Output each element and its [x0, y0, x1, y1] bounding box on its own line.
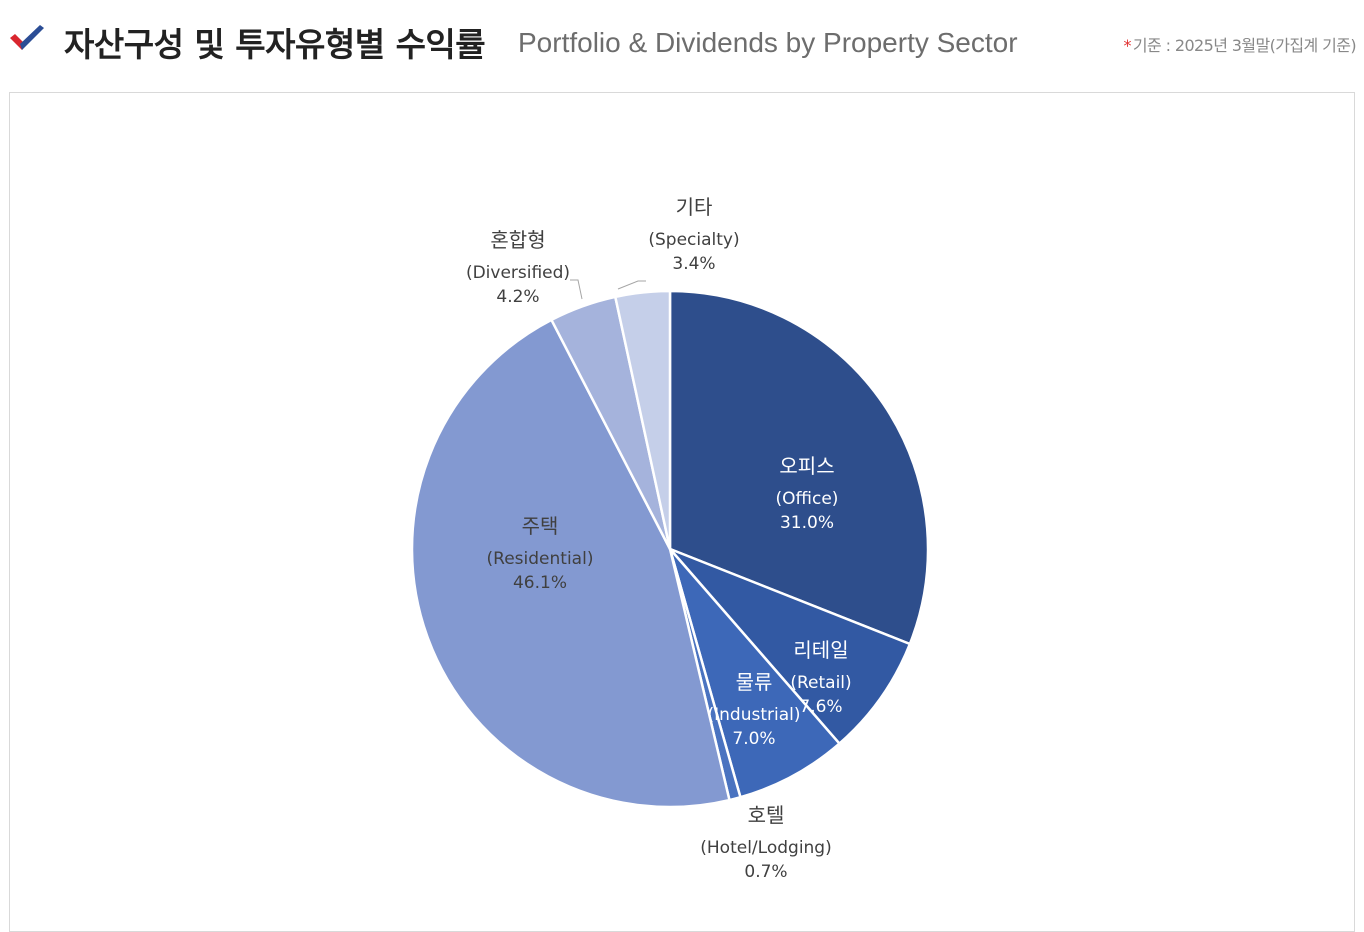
slice-label-english: (Retail)	[790, 673, 851, 693]
checkmark-icon	[10, 25, 44, 50]
slice-label: 물류 (Industrial) 7.0%	[708, 670, 801, 749]
slice-label: 호텔 (Hotel/Lodging) 0.7%	[700, 803, 831, 882]
slice-label-value: 7.6%	[799, 697, 842, 717]
slice-label-korean: 물류	[736, 670, 773, 694]
pie-chart: 오피스 (Office) 31.0% 리테일 (Retail) 7.6% 물류 (Indust…	[410, 195, 930, 882]
slice-label: 오피스 (Office) 31.0%	[776, 454, 839, 533]
slice-label-english: (Residential)	[487, 549, 594, 569]
slice-labels: 오피스 (Office) 31.0% 리테일 (Retail) 7.6% 물류 (Indust…	[466, 195, 852, 882]
page-header: 자산구성 및 투자유형별 수익률 Portfolio & Dividends b…	[0, 0, 1364, 88]
slice-label-english: (Office)	[776, 489, 839, 509]
pie-slice	[410, 318, 731, 809]
pie-slice	[614, 289, 672, 551]
leader-lines	[570, 279, 646, 300]
slice-label-value: 4.2%	[496, 287, 539, 307]
slice-label: 혼합형 (Diversified) 4.2%	[466, 228, 570, 307]
slice-label-english: (Hotel/Lodging)	[700, 838, 831, 858]
slice-label-korean: 주택	[522, 514, 559, 538]
pie-slice	[668, 547, 841, 799]
slice-label-english: (Specialty)	[648, 230, 739, 250]
pie-slice	[668, 289, 930, 646]
note-asterisk: *	[1123, 36, 1131, 55]
leader-line	[617, 280, 646, 290]
leader-line	[570, 279, 583, 300]
slice-label-value: 46.1%	[513, 573, 567, 593]
page-title-english: Portfolio & Dividends by Property Sector	[518, 27, 1018, 58]
pie-slices	[410, 289, 930, 809]
slice-label-value: 0.7%	[744, 862, 787, 882]
slice-label-english: (Industrial)	[708, 705, 801, 725]
basis-date-note: * 기준 : 2025년 3월말(가집계 기준)	[1123, 32, 1356, 56]
slice-label-english: (Diversified)	[466, 263, 570, 283]
basis-date-text: 기준 : 2025년 3월말(가집계 기준)	[1132, 36, 1357, 55]
pie-chart-panel: 오피스 (Office) 31.0% 리테일 (Retail) 7.6% 물류 (Indust…	[9, 92, 1355, 932]
slice-label-korean: 리테일	[793, 638, 848, 662]
slice-label: 기타 (Specialty) 3.4%	[648, 195, 739, 274]
slice-label-value: 31.0%	[780, 513, 834, 533]
slice-label: 리테일 (Retail) 7.6%	[790, 638, 851, 717]
slice-label-korean: 호텔	[748, 803, 785, 827]
slice-label-korean: 오피스	[779, 454, 834, 478]
pie-slice	[668, 547, 912, 745]
slice-label-korean: 기타	[676, 195, 713, 219]
slice-label: 주택 (Residential) 46.1%	[487, 514, 594, 593]
slice-label-korean: 혼합형	[490, 228, 545, 252]
slice-label-value: 7.0%	[732, 729, 775, 749]
slice-label-value: 3.4%	[672, 254, 715, 274]
page-title-korean: 자산구성 및 투자유형별 수익률	[64, 25, 486, 64]
